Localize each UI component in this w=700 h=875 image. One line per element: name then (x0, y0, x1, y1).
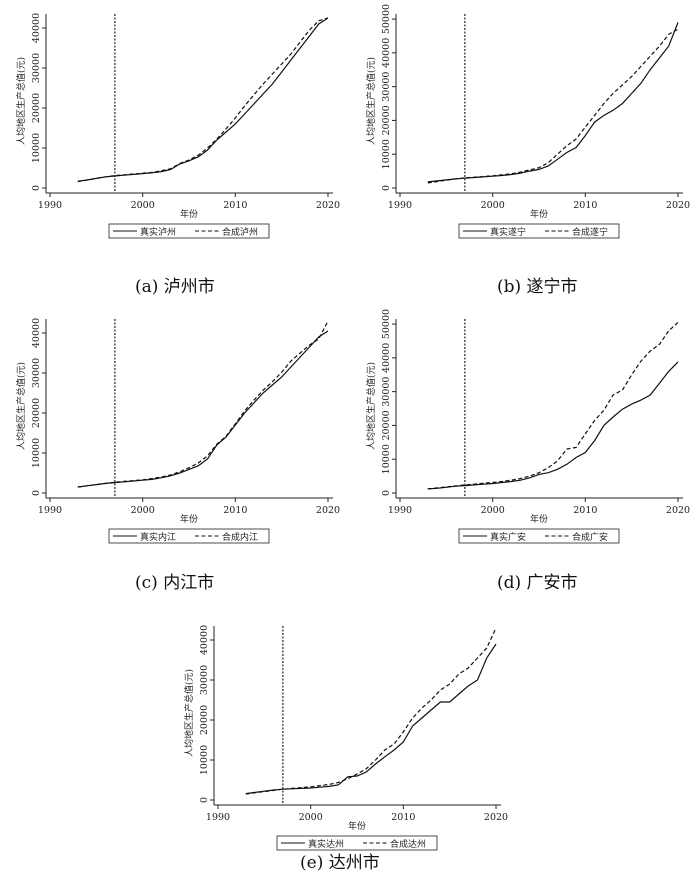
y-tick-label: 0 (381, 185, 392, 191)
series-line-synthetic (427, 321, 679, 490)
y-tick-label: 30000 (199, 665, 210, 695)
legend-label: 真实遂宁 (490, 226, 526, 238)
x-axis-label: 年份 (180, 513, 198, 525)
caption-a: (a) 泸州市 (135, 277, 215, 297)
series-line-synthetic (77, 320, 329, 488)
y-tick-label: 0 (31, 185, 42, 191)
legend-label: 合成达州 (390, 838, 426, 850)
y-tick-label: 40000 (31, 13, 42, 43)
legend-box (108, 223, 270, 239)
legend-box (458, 223, 620, 239)
y-tick-label: 10000 (31, 133, 42, 163)
x-tick-label: 2010 (223, 200, 247, 211)
series-line-synthetic (427, 28, 679, 184)
legend-label: 真实广安 (490, 531, 526, 543)
panel-c: 1990 2000 2010 2020 0 10000 20000 30000 40000 人均地… (0, 305, 345, 550)
x-tick-label: 2020 (666, 200, 690, 211)
y-tick-label: 0 (381, 490, 392, 496)
x-tick-label: 2000 (131, 505, 155, 516)
caption-e: (e) 达州市 (300, 853, 380, 873)
legend-label: 合成泸州 (222, 226, 258, 238)
x-tick-label: 2020 (484, 812, 508, 823)
x-axis-label: 年份 (348, 820, 366, 832)
y-tick-label: 10000 (199, 745, 210, 775)
y-axis-label: 人均地区生产总值(元) (183, 669, 195, 757)
panel-b: 1990 2000 2010 2020 0 10000 20000 30000 40000 500… (350, 0, 695, 245)
legend-box (276, 835, 438, 851)
legend-label: 真实泸州 (140, 226, 176, 238)
y-tick-label: 30000 (381, 72, 392, 102)
y-tick-label: 0 (31, 490, 42, 496)
y-tick-label: 30000 (381, 377, 392, 407)
x-tick-label: 2010 (573, 505, 597, 516)
x-tick-label: 1990 (206, 812, 230, 823)
y-tick-label: 50000 (381, 4, 392, 34)
y-tick-label: 40000 (381, 343, 392, 373)
legend-label: 合成内江 (222, 531, 258, 543)
x-tick-label: 2010 (573, 200, 597, 211)
panel-a: 1990 2000 2010 2020 0 10000 20000 30000 40000 人均地… (0, 0, 345, 245)
x-tick-label: 1990 (38, 505, 62, 516)
y-tick-label: 20000 (31, 93, 42, 123)
y-tick-label: 40000 (31, 318, 42, 348)
series-line-real (427, 361, 679, 490)
legend-label: 合成广安 (572, 531, 608, 543)
x-axis-label: 年份 (530, 208, 548, 220)
y-tick-label: 30000 (31, 358, 42, 388)
x-axis-label: 年份 (180, 208, 198, 220)
y-tick-label: 20000 (381, 105, 392, 135)
x-tick-label: 2000 (131, 200, 155, 211)
chart-svg: 1990 2000 2010 2020 0 10000 20000 30000 40000 500… (365, 309, 690, 544)
legend-label: 真实内江 (140, 531, 176, 543)
chart-svg: 1990 2000 2010 2020 0 10000 20000 30000 40000 500… (365, 4, 690, 239)
y-tick-label: 20000 (199, 705, 210, 735)
x-tick-label: 2000 (481, 200, 505, 211)
series-line-synthetic (245, 627, 497, 795)
legend-box (458, 528, 620, 544)
y-tick-label: 0 (199, 797, 210, 803)
y-tick-label: 20000 (381, 410, 392, 440)
y-tick-label: 50000 (381, 309, 392, 339)
x-tick-label: 2020 (316, 200, 340, 211)
x-tick-label: 1990 (388, 200, 412, 211)
y-axis-label: 人均地区生产总值(元) (365, 57, 377, 145)
panel-d: 1990 2000 2010 2020 0 10000 20000 30000 40000 500… (350, 305, 695, 550)
series-line-synthetic (77, 17, 329, 183)
y-tick-label: 10000 (31, 438, 42, 468)
chart-svg: 1990 2000 2010 2020 0 10000 20000 30000 40000 人均地… (15, 13, 340, 239)
legend-label: 真实达州 (308, 838, 344, 850)
y-axis-label: 人均地区生产总值(元) (365, 362, 377, 450)
chart-svg: 1990 2000 2010 2020 0 10000 20000 30000 40000 人均地… (183, 625, 508, 851)
x-tick-label: 1990 (388, 505, 412, 516)
x-tick-label: 1990 (38, 200, 62, 211)
caption-c: (c) 内江市 (135, 573, 215, 593)
y-tick-label: 40000 (381, 38, 392, 68)
x-tick-label: 2020 (666, 505, 690, 516)
x-tick-label: 2010 (223, 505, 247, 516)
y-tick-label: 20000 (31, 398, 42, 428)
legend-box (108, 528, 270, 544)
y-tick-label: 10000 (381, 444, 392, 474)
x-tick-label: 2000 (481, 505, 505, 516)
x-tick-label: 2000 (299, 812, 323, 823)
y-tick-label: 30000 (31, 53, 42, 83)
y-axis-label: 人均地区生产总值(元) (15, 362, 27, 450)
x-tick-label: 2020 (316, 505, 340, 516)
x-tick-label: 2010 (391, 812, 415, 823)
y-tick-label: 10000 (381, 139, 392, 169)
x-axis-label: 年份 (530, 513, 548, 525)
legend-label: 合成遂宁 (572, 226, 608, 238)
caption-b: (b) 遂宁市 (497, 277, 578, 297)
panel-e: 1990 2000 2010 2020 0 10000 20000 30000 40000 人均地… (168, 612, 513, 857)
chart-svg: 1990 2000 2010 2020 0 10000 20000 30000 40000 人均地… (15, 318, 340, 544)
y-tick-label: 40000 (199, 625, 210, 655)
y-axis-label: 人均地区生产总值(元) (15, 57, 27, 145)
caption-d: (d) 广安市 (497, 573, 578, 593)
